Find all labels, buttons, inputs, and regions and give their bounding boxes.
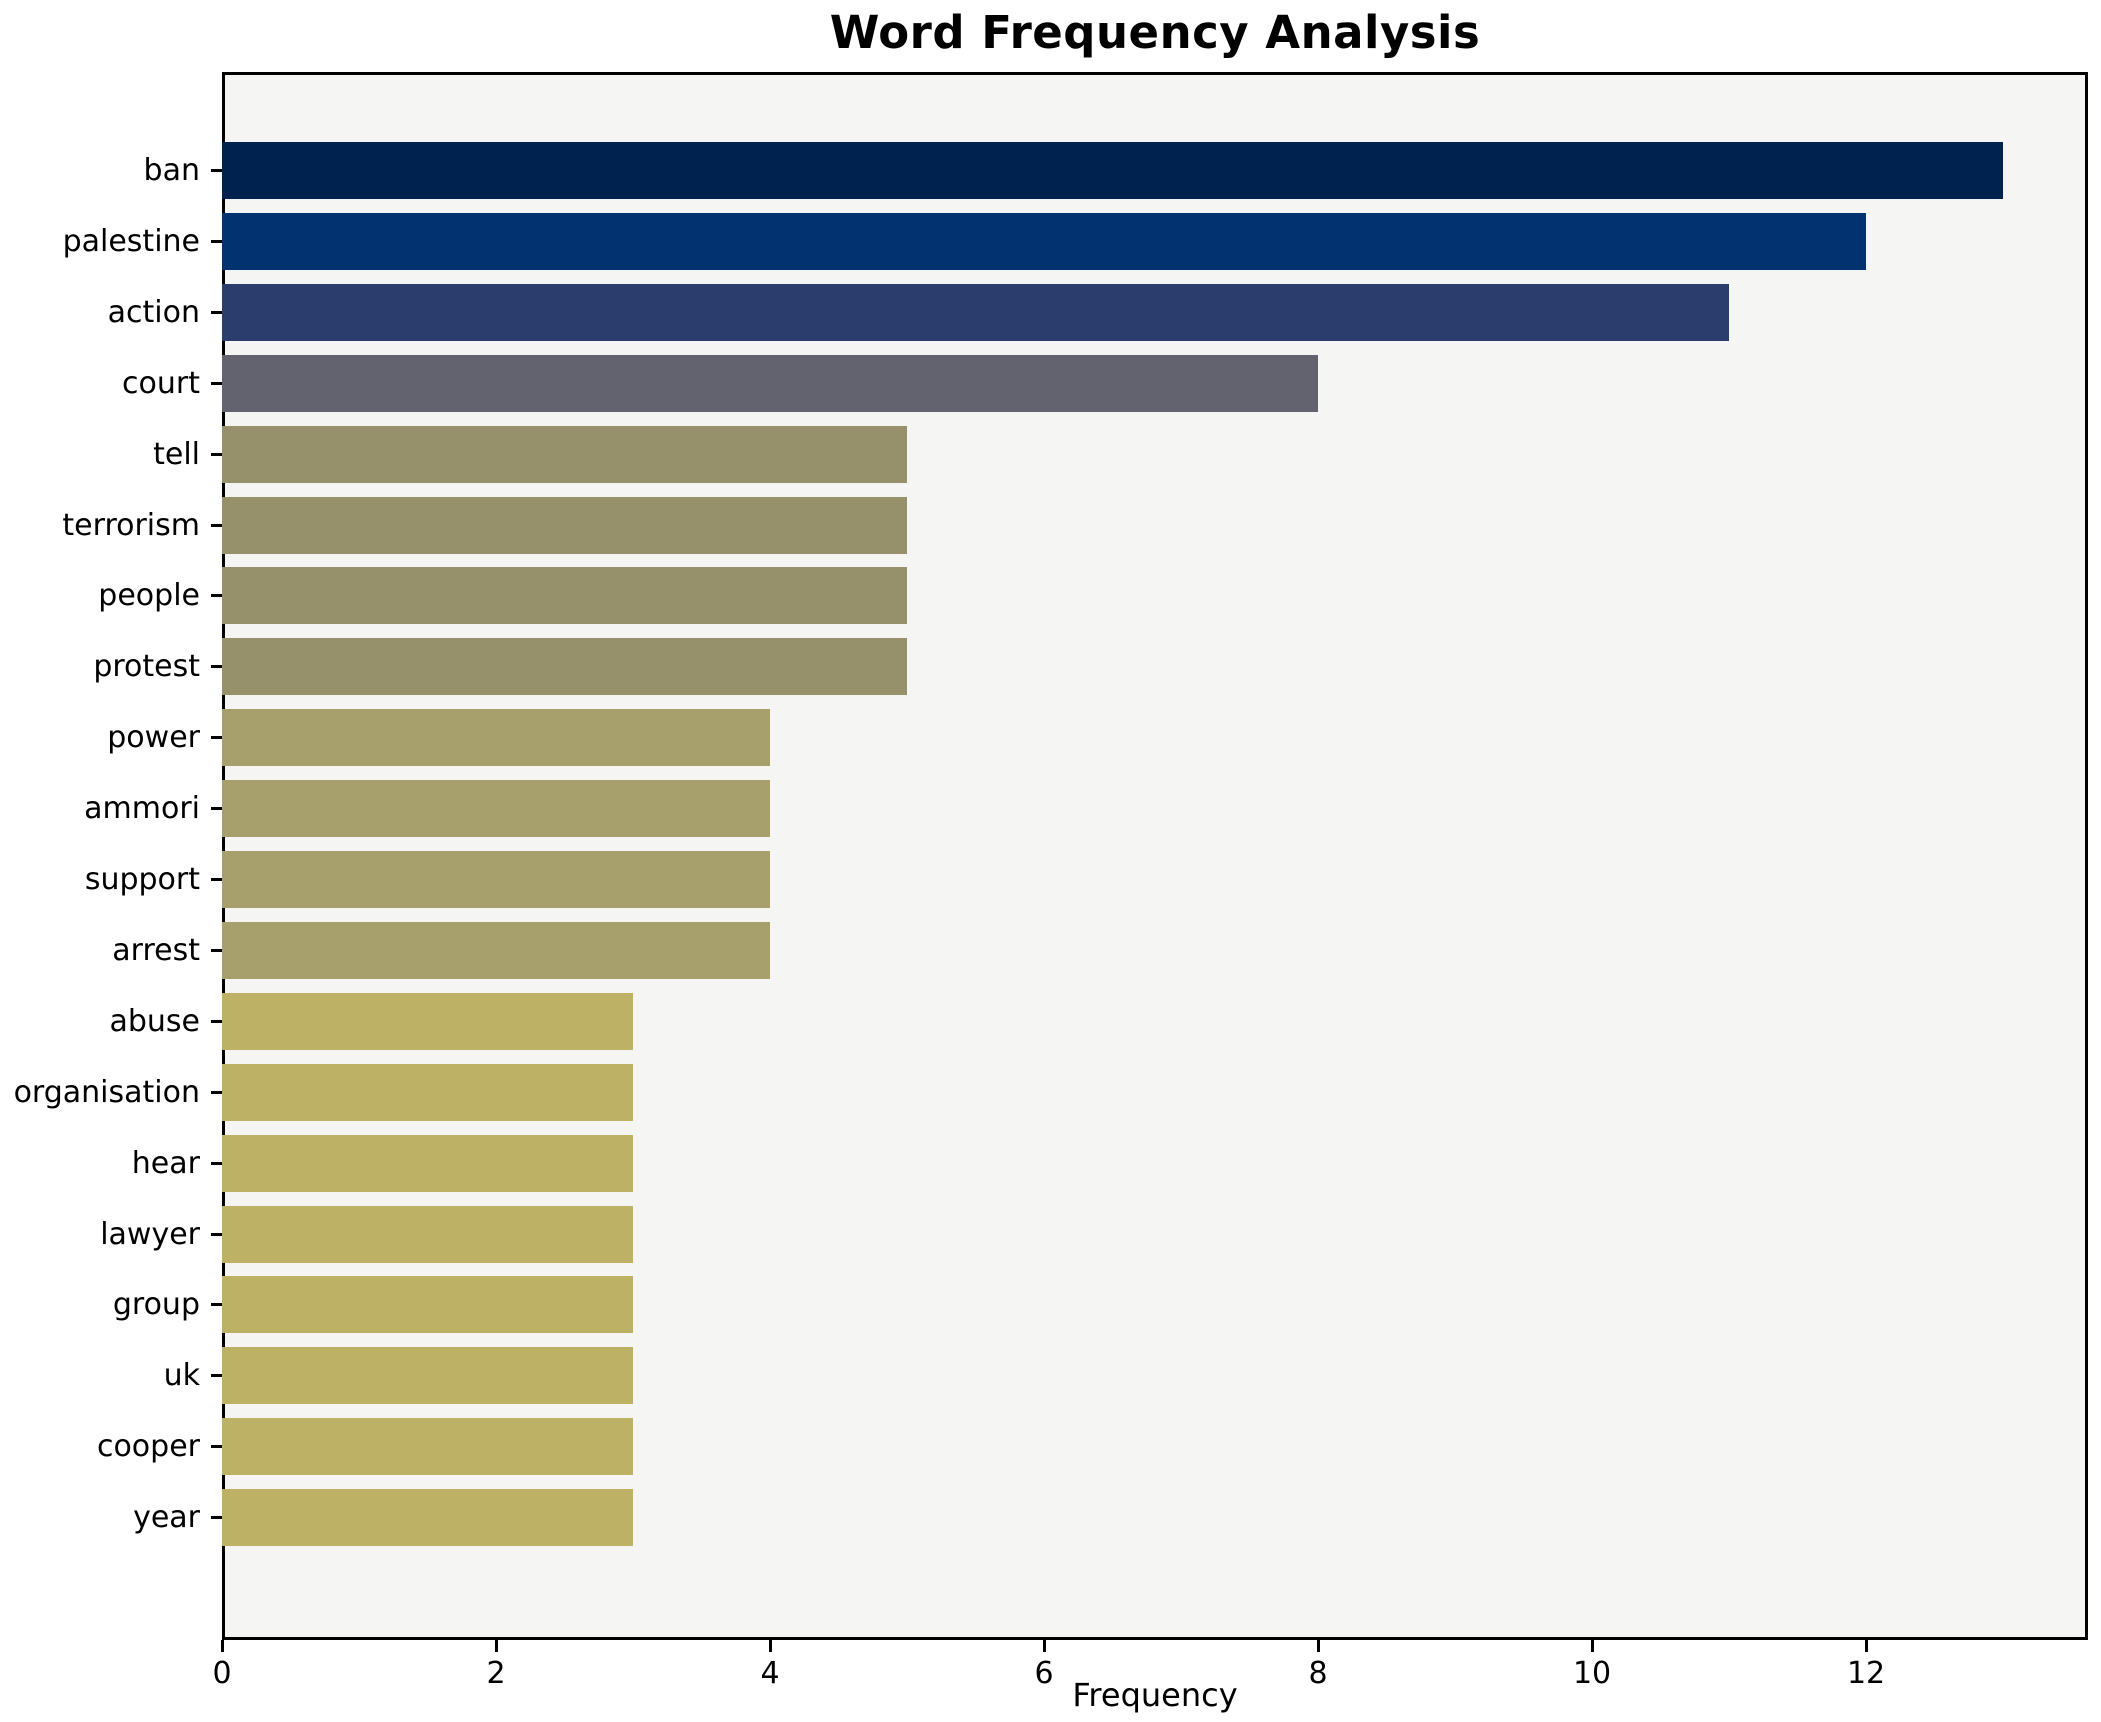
bar-row: ammori [0, 780, 2101, 838]
y-axis-label: tell [153, 436, 200, 472]
bar [222, 851, 771, 908]
x-axis-title: Frequency [1072, 1676, 1238, 1714]
y-axis-label: power [107, 720, 200, 756]
bar [222, 1347, 633, 1405]
x-tick-label: 6 [1034, 1656, 1054, 1691]
bar-row: ban [0, 142, 2101, 199]
bar [222, 638, 908, 696]
bar-row: court [0, 354, 2101, 412]
x-tick-mark [1042, 1640, 1046, 1652]
x-tick-label: 8 [1308, 1656, 1328, 1691]
bar [222, 709, 771, 767]
bar [222, 283, 1730, 341]
x-tick-mark [1864, 1640, 1868, 1652]
y-axis-label: abuse [109, 1003, 200, 1039]
bar-row: power [0, 709, 2101, 767]
bar [222, 354, 1319, 412]
y-tick-mark [211, 310, 222, 314]
x-tick-mark [768, 1640, 772, 1652]
bar-row: lawyer [0, 1205, 2101, 1263]
bar [222, 425, 908, 483]
y-axis-label: ammori [84, 791, 200, 827]
y-tick-mark [211, 1303, 222, 1307]
y-axis-label: protest [93, 649, 200, 685]
bar-row: organisation [0, 1063, 2101, 1121]
bar-row: palestine [0, 212, 2101, 270]
x-tick-label: 2 [486, 1656, 506, 1691]
y-axis-label: ban [143, 153, 200, 188]
y-axis-label: group [112, 1287, 200, 1323]
x-tick-label: 12 [1846, 1656, 1886, 1691]
bar-row: hear [0, 1134, 2101, 1192]
y-tick-mark [211, 1019, 222, 1023]
y-tick-mark [211, 807, 222, 811]
y-tick-mark [211, 239, 222, 243]
bar [222, 1418, 633, 1476]
y-axis-label: arrest [112, 932, 200, 968]
bar-row: uk [0, 1347, 2101, 1405]
x-tick-mark [494, 1640, 498, 1652]
bar [222, 1489, 633, 1547]
y-axis-label: organisation [13, 1074, 200, 1110]
bar [222, 921, 771, 979]
bar-row: year [0, 1489, 2101, 1547]
x-tick-mark [220, 1640, 224, 1652]
y-axis-label: palestine [62, 223, 200, 259]
y-axis-label: year [133, 1500, 200, 1536]
bar [222, 1276, 633, 1334]
bar-row: people [0, 567, 2101, 625]
x-tick-label: 0 [212, 1656, 232, 1691]
x-tick-label: 10 [1572, 1656, 1612, 1691]
y-tick-mark [211, 1445, 222, 1449]
y-tick-mark [211, 452, 222, 456]
y-axis-label: hear [131, 1145, 200, 1181]
bar-row: protest [0, 638, 2101, 696]
y-axis-label: cooper [96, 1429, 200, 1465]
y-axis-label: action [107, 294, 200, 330]
y-tick-mark [211, 1232, 222, 1236]
y-axis-label: court [122, 365, 200, 401]
y-tick-mark [211, 523, 222, 527]
y-axis-label: lawyer [100, 1216, 200, 1252]
y-tick-mark [211, 878, 222, 881]
bar-row: arrest [0, 921, 2101, 979]
y-tick-mark [211, 1516, 222, 1520]
bar-row: cooper [0, 1418, 2101, 1476]
bar [222, 780, 771, 838]
y-tick-mark [211, 736, 222, 740]
y-tick-mark [211, 381, 222, 385]
bar [222, 496, 908, 554]
bar-row: action [0, 283, 2101, 341]
bar [222, 567, 908, 625]
y-tick-mark [211, 1090, 222, 1094]
y-tick-mark [211, 948, 222, 952]
y-axis-label: terrorism [62, 507, 200, 543]
bar [222, 1134, 633, 1192]
y-tick-mark [211, 665, 222, 669]
bar-row: terrorism [0, 496, 2101, 554]
y-tick-mark [211, 169, 222, 172]
y-tick-mark [211, 1374, 222, 1378]
bar [222, 212, 1867, 270]
y-tick-mark [211, 594, 222, 598]
bar [222, 142, 2004, 199]
y-axis-label: uk [163, 1358, 200, 1394]
bar [222, 1205, 633, 1263]
bar-row: group [0, 1276, 2101, 1334]
x-tick-mark [1590, 1640, 1594, 1652]
x-tick-mark [1316, 1640, 1320, 1652]
chart-title: Word Frequency Analysis [829, 6, 1481, 59]
y-tick-mark [211, 1161, 222, 1165]
bar [222, 1063, 633, 1121]
bar [222, 992, 633, 1050]
bar-row: support [0, 851, 2101, 908]
x-tick-label: 4 [760, 1656, 780, 1691]
bar-row: abuse [0, 992, 2101, 1050]
y-axis-label: support [84, 862, 200, 897]
bar-row: tell [0, 425, 2101, 483]
y-axis-label: people [98, 578, 200, 614]
